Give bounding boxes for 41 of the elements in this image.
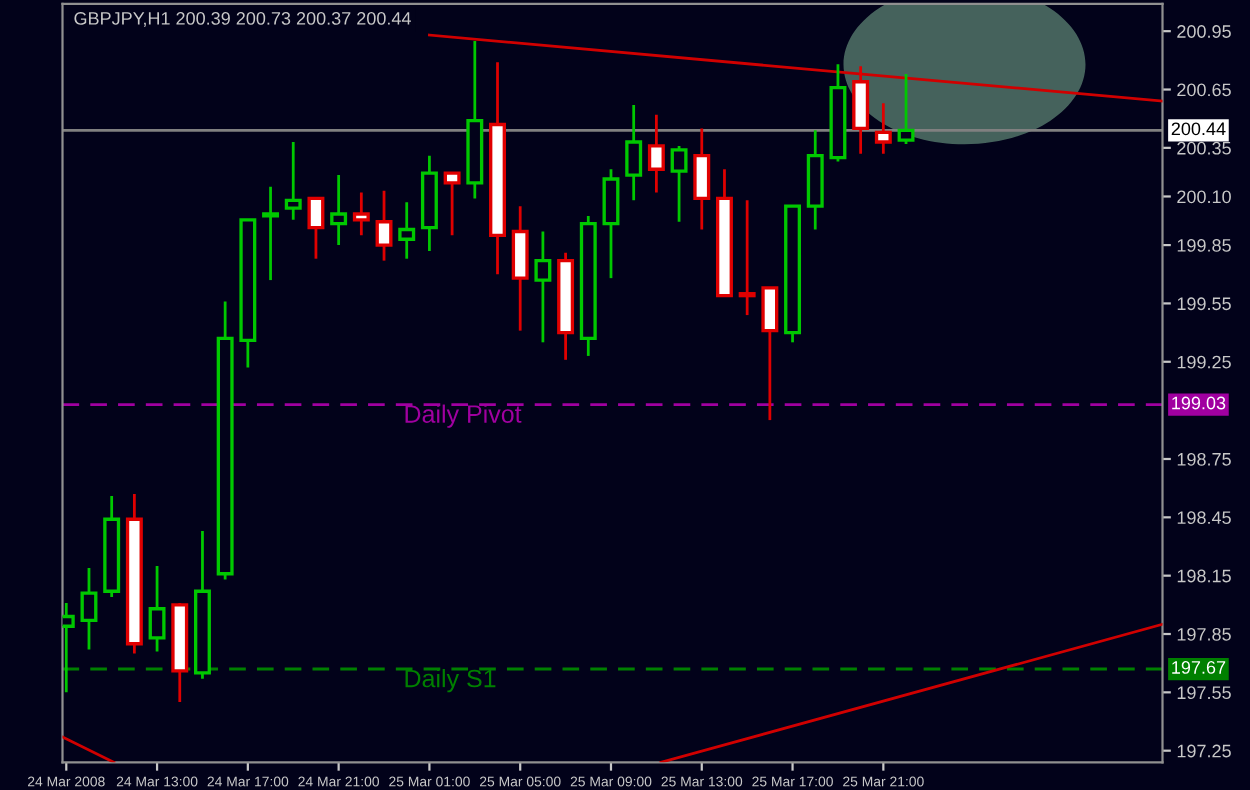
candlestick	[307, 196, 325, 261]
candlestick	[375, 189, 393, 263]
candlestick	[330, 173, 348, 247]
candlestick	[534, 230, 552, 344]
y-tick-label: 199.55	[1177, 297, 1231, 311]
ref-line-label: Daily Pivot	[405, 404, 522, 428]
y-tick-label: 198.45	[1177, 511, 1231, 525]
candlestick	[443, 171, 461, 237]
ref-line-label: Daily S1	[405, 669, 496, 693]
chart-title: GBPJPY,H1 200.39 200.73 200.37 200.44	[74, 12, 411, 27]
y-tick-label: 198.15	[1177, 569, 1231, 583]
candlestick	[262, 185, 280, 282]
y-tick-label: 200.95	[1177, 25, 1231, 38]
y-tick-label: 197.25	[1177, 744, 1231, 758]
annotation: 200.44	[1171, 122, 1226, 136]
annotation: 199.03	[1172, 396, 1226, 410]
candlestick	[398, 200, 416, 261]
y-tick-label: 199.85	[1177, 239, 1231, 252]
y-tick-label: 197.55	[1177, 686, 1231, 700]
candlestick	[670, 144, 688, 224]
y-tick-label: 200.65	[1177, 83, 1231, 97]
candlestick	[738, 198, 756, 317]
candlestick	[897, 72, 915, 146]
candlestick	[284, 140, 302, 222]
y-tick-label: 197.85	[1177, 627, 1231, 641]
y-tick-label: 199.25	[1177, 355, 1231, 369]
annotation: 197.67	[1172, 661, 1226, 674]
candlestick	[352, 191, 370, 237]
candlestick	[761, 286, 779, 422]
candlestick	[874, 101, 892, 156]
candlestick	[602, 167, 620, 280]
candlestick	[647, 113, 665, 194]
candlestick	[148, 564, 166, 653]
candlestick	[625, 103, 643, 202]
y-tick-label: 200.10	[1177, 190, 1231, 204]
candlestick	[693, 127, 711, 231]
candlestick	[511, 204, 529, 333]
y-tick-label: 198.75	[1177, 452, 1231, 466]
candlestick	[80, 566, 98, 651]
y-tick-label: 200.35	[1177, 141, 1231, 155]
candlestick	[852, 64, 870, 156]
